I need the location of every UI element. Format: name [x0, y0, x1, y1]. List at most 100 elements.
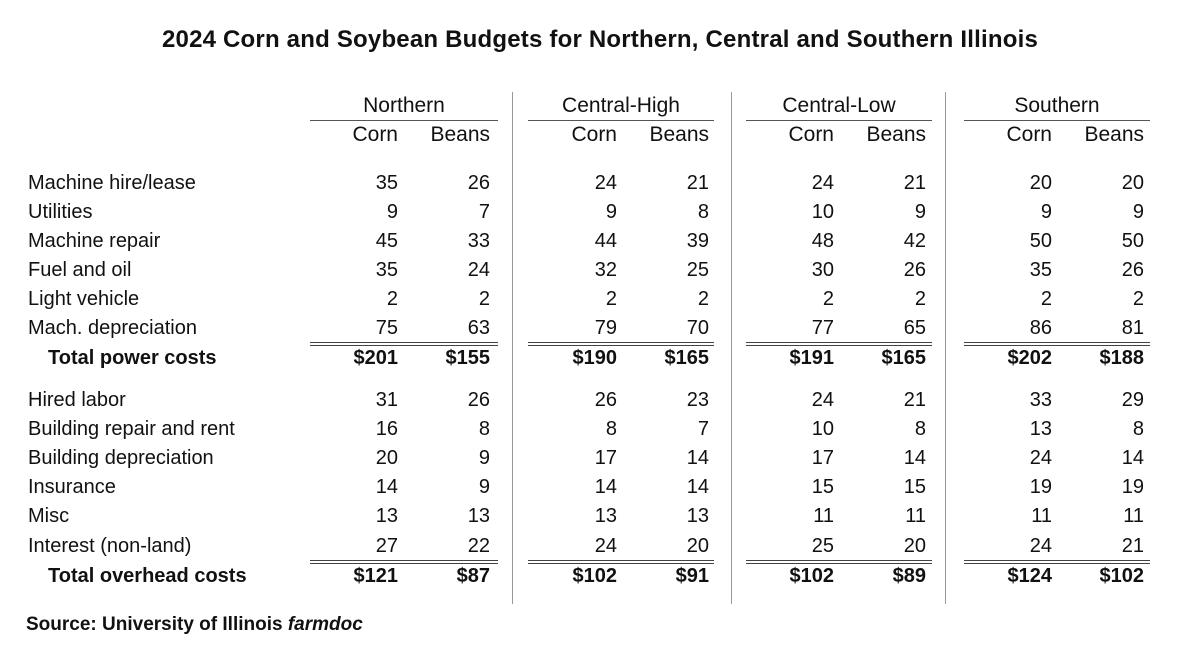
cell-value: 35 [375, 172, 398, 194]
cell-value: $165 [881, 347, 927, 369]
column-group-central-high: Central-High Corn Beans [528, 92, 714, 608]
cell-value: 20 [903, 535, 926, 557]
cell-value: 26 [467, 389, 490, 411]
cell-value: 24 [467, 259, 490, 281]
row-label: Fuel and oil [28, 259, 132, 281]
cell-value: $91 [675, 565, 709, 587]
cell-value: 15 [811, 476, 834, 498]
cell-value: 13 [1029, 418, 1052, 440]
row-label: Machine repair [28, 230, 161, 252]
cell-value: 23 [686, 389, 709, 411]
cell-value: 2 [478, 288, 490, 310]
cell-value: 16 [375, 418, 398, 440]
column-header-corn: Corn [352, 123, 398, 146]
column-separator [512, 92, 513, 604]
column-header-corn: Corn [1006, 123, 1052, 146]
cell-value: 7 [697, 418, 709, 440]
row-label: Misc [28, 505, 70, 527]
total-rule [528, 342, 714, 343]
row-label: Hired labor [28, 389, 126, 411]
cell-value: 86 [1029, 317, 1052, 339]
cell-value: $202 [1007, 347, 1053, 369]
column-separator [731, 92, 732, 604]
cell-value: 11 [813, 505, 834, 527]
row-label: Interest (non-land) [28, 535, 192, 557]
cell-value: 2 [822, 288, 834, 310]
cell-value: 35 [1029, 259, 1052, 281]
column-group-label: Central-Low [782, 94, 896, 117]
cell-value: $102 [1099, 565, 1145, 587]
cell-value: 30 [811, 259, 834, 281]
cell-value: 63 [467, 317, 490, 339]
cell-value: 20 [1121, 172, 1144, 194]
column-header-corn: Corn [571, 123, 617, 146]
group-underline [964, 120, 1150, 121]
cell-value: 24 [594, 535, 617, 557]
row-label: Utilities [28, 201, 93, 223]
cell-value: 70 [686, 317, 709, 339]
row-label: Light vehicle [28, 288, 140, 310]
table-row: Building repair and rent 16 8 8 7 10 8 13 8 [0, 418, 1200, 447]
cell-value: 26 [467, 172, 490, 194]
cell-value: 14 [686, 447, 709, 469]
cell-value: 8 [914, 418, 926, 440]
cell-value: $87 [456, 565, 490, 587]
cell-value: 13 [375, 505, 398, 527]
total-rule [746, 560, 932, 561]
cell-value: 81 [1121, 317, 1144, 339]
cell-value: 48 [811, 230, 834, 252]
cell-value: $102 [789, 565, 835, 587]
total-rule [964, 560, 1150, 561]
column-header-corn: Corn [788, 123, 834, 146]
row-label: Insurance [28, 476, 116, 498]
cell-value: $191 [789, 347, 835, 369]
cell-value: 14 [686, 476, 709, 498]
cell-value: 25 [686, 259, 709, 281]
table-row: Building depreciation 20 9 17 14 17 14 24 14 [0, 447, 1200, 476]
cell-value: 2 [386, 288, 398, 310]
cell-value: 65 [903, 317, 926, 339]
row-label: Machine hire/lease [28, 172, 196, 194]
cell-value: 8 [1132, 418, 1144, 440]
column-group-northern: Northern Corn Beans [310, 92, 498, 608]
cell-value: 11 [1031, 505, 1052, 527]
cell-value: 75 [375, 317, 398, 339]
cell-value: 24 [1029, 447, 1052, 469]
total-row-overhead: Total overhead costs $121 $87 $102 $91 $102 $8… [0, 565, 1200, 594]
cell-value: 22 [467, 535, 490, 557]
cell-value: 8 [605, 418, 617, 440]
total-rule [528, 560, 714, 561]
cell-value: 19 [1029, 476, 1052, 498]
row-label: Mach. depreciation [28, 317, 197, 339]
cell-value: 24 [594, 172, 617, 194]
cell-value: $121 [353, 565, 399, 587]
table-row: Mach. depreciation 75 63 79 70 77 65 86 81 [0, 317, 1200, 346]
total-rule [964, 342, 1150, 343]
source-italic: farmdoc [287, 614, 363, 635]
group-underline [746, 120, 932, 121]
cell-value: 33 [1029, 389, 1052, 411]
cell-value: 9 [1132, 201, 1144, 223]
cell-value: 2 [914, 288, 926, 310]
cell-value: 20 [686, 535, 709, 557]
cell-value: 17 [594, 447, 617, 469]
column-header-beans: Beans [866, 123, 926, 146]
cell-value: 17 [811, 447, 834, 469]
cell-value: 2 [697, 288, 709, 310]
cell-value: 25 [811, 535, 834, 557]
row-label: Building repair and rent [28, 418, 235, 440]
cell-value: 26 [1121, 259, 1144, 281]
cell-value: $165 [664, 347, 710, 369]
cell-value: 2 [1040, 288, 1052, 310]
source-note: Source: University of Illinois farmdoc [26, 614, 363, 636]
cell-value: 26 [594, 389, 617, 411]
total-rule [746, 342, 932, 343]
column-separator [945, 92, 946, 604]
cell-value: 21 [903, 172, 926, 194]
cell-value: 15 [903, 476, 926, 498]
cell-value: $188 [1099, 347, 1145, 369]
cell-value: 33 [467, 230, 490, 252]
row-label: Total overhead costs [48, 565, 247, 587]
column-group-label: Northern [363, 94, 445, 117]
column-header-beans: Beans [430, 123, 490, 146]
